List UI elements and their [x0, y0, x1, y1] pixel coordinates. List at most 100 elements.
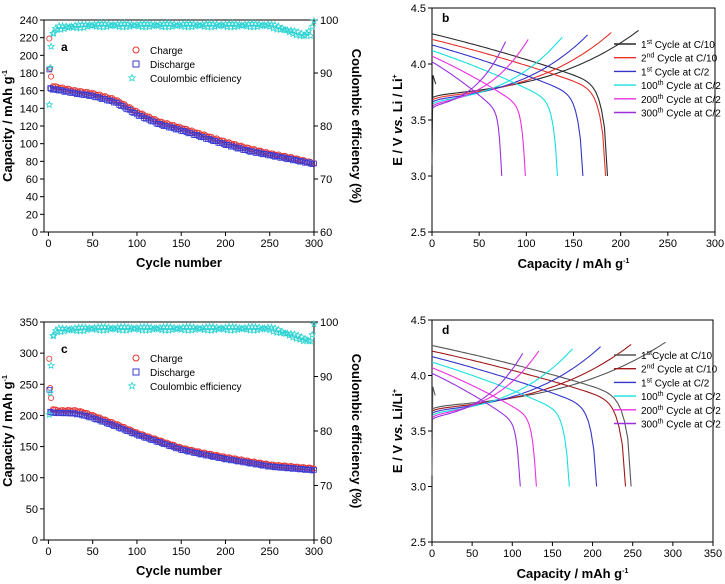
discharge-point: [270, 153, 277, 159]
x-tick-label: 0: [429, 238, 435, 250]
curve-series: [431, 348, 573, 487]
y-axis-label-part: vs.: [390, 423, 405, 441]
discharge-point: [189, 448, 195, 455]
discharge-point: [247, 460, 254, 467]
legend-text: Cycle at C/2: [652, 378, 710, 389]
y-axis-label: E / V vs. Li/Li+: [390, 389, 405, 473]
efficiency-point: [46, 42, 56, 50]
x-tick-label: 0: [45, 546, 51, 558]
x-tick-label: 100: [517, 238, 535, 250]
efficiency-point: [143, 322, 152, 331]
efficiency-point: [178, 322, 187, 331]
efficiency-point: [168, 325, 177, 334]
y-tick-label: 4.5: [411, 315, 426, 327]
efficiency-point: [46, 361, 56, 370]
discharge-point: [162, 441, 169, 447]
discharge-point: [245, 148, 252, 154]
discharge-point: [158, 122, 165, 128]
efficiency-point: [56, 327, 65, 336]
legend-text: Cycle at C/2: [664, 392, 722, 403]
discharge-point: [82, 91, 89, 98]
y-axis-label-sup: -1: [2, 375, 9, 381]
legend-label: 200th Cycle at C/2: [641, 405, 721, 417]
discharge-curve: [431, 38, 607, 177]
discharge-point: [288, 156, 294, 162]
discharge-point: [84, 413, 91, 420]
efficiency-point: [297, 332, 306, 341]
discharge-point: [219, 455, 225, 461]
discharge-point: [61, 410, 68, 417]
panel-label: a: [61, 40, 68, 54]
series-star: [45, 16, 318, 109]
efficiency-point: [310, 319, 318, 328]
x-tick-label: 150: [564, 238, 582, 250]
discharge-point: [109, 98, 115, 105]
discharge-point: [96, 417, 103, 424]
discharge-point: [46, 387, 53, 393]
charge-point: [103, 417, 110, 424]
legend-text: Cycle at C/2: [664, 406, 722, 417]
y-tick-label: 200: [20, 50, 38, 62]
charge-curve: [431, 29, 639, 99]
discharge-point: [235, 145, 241, 152]
discharge-point: [222, 142, 229, 149]
discharge-point: [213, 454, 220, 460]
efficiency-point: [301, 31, 310, 39]
efficiency-point: [286, 329, 295, 338]
discharge-point: [275, 153, 282, 160]
y-tick-label: 3.5: [411, 426, 426, 438]
y-tick-label: 60: [26, 174, 38, 186]
efficiency-point: [274, 325, 283, 334]
legend-text: Cycle at C/2: [664, 95, 722, 106]
discharge-point: [196, 133, 202, 139]
discharge-point: [104, 97, 110, 104]
legend-label: 100th Cycle at C/2: [641, 80, 721, 92]
y-tick-label: 2.5: [411, 537, 426, 549]
discharge-point: [279, 154, 285, 161]
efficiency-point: [177, 21, 186, 30]
charge-point: [46, 35, 53, 42]
charge-curve: [431, 341, 666, 410]
discharge-point: [59, 409, 66, 416]
initial-spike: [431, 386, 436, 476]
legend-label: Coulombic efficiency: [150, 382, 242, 393]
legend-label: 300th Cycle at C/2: [641, 419, 721, 431]
efficiency-point: [56, 25, 65, 33]
legend-label: 2nd Cycle at C/10: [641, 53, 718, 65]
discharge-point: [254, 150, 261, 156]
efficiency-point: [46, 388, 55, 397]
discharge-point: [189, 130, 195, 137]
legend-num: 1: [641, 351, 647, 362]
discharge-point: [56, 87, 62, 94]
y2-tick-label: 70: [320, 174, 332, 186]
x-axis-label-sup: -1: [623, 258, 629, 265]
x-tick-label: 250: [261, 546, 279, 558]
y-tick-label: 120: [20, 121, 38, 133]
curve-series: [431, 41, 507, 177]
discharge-point: [116, 425, 123, 431]
y-tick-label: 300: [20, 348, 38, 360]
charge-curve: [431, 32, 612, 101]
charge-curve: [431, 39, 529, 108]
discharge-point: [282, 155, 289, 162]
y-tick-label: 160: [20, 86, 38, 98]
discharge-point: [256, 461, 262, 468]
x-tick-label: 300: [706, 238, 724, 250]
discharge-point: [288, 465, 294, 471]
efficiency-point: [198, 20, 207, 28]
discharge-point: [197, 134, 204, 141]
discharge-point: [158, 440, 165, 446]
x-axis-label: Capacity / mAh g-1: [517, 566, 629, 581]
discharge-point: [297, 466, 303, 473]
discharge-point: [231, 457, 238, 463]
y-tick-label: 220: [20, 33, 38, 45]
x-tick-label: 300: [305, 238, 323, 250]
efficiency-point: [127, 381, 137, 390]
y-tick-label: 4.5: [411, 3, 426, 15]
discharge-point: [226, 456, 232, 463]
y-axis-label-part: E / V: [390, 134, 405, 166]
discharge-point: [109, 422, 115, 428]
discharge-point: [128, 430, 135, 436]
discharge-curve: [431, 344, 632, 487]
legend-discharge-marker: [132, 60, 140, 68]
